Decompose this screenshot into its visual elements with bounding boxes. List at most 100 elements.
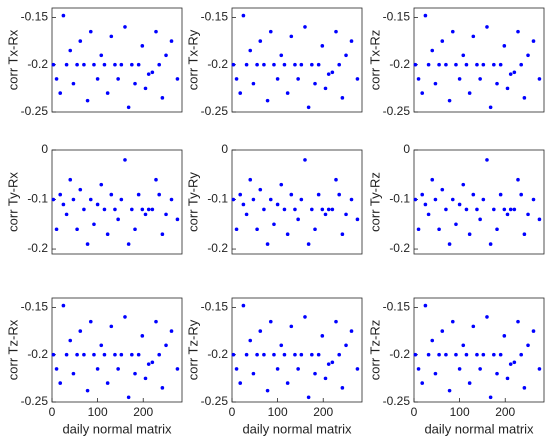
point (508, 72, 513, 76)
point (85, 242, 90, 246)
point (113, 62, 117, 67)
y-tick-label: -0.15 (201, 300, 229, 314)
point (531, 197, 536, 202)
point (454, 222, 458, 227)
point (303, 25, 307, 29)
point (471, 192, 476, 197)
point (464, 352, 469, 357)
point (78, 329, 83, 333)
x-tick-label: 100 (88, 405, 108, 419)
point (444, 352, 448, 357)
point (123, 158, 127, 162)
y-tick-label: -0.1 (207, 192, 228, 206)
point (313, 227, 317, 232)
y-axis-label: corr Tx-Ry (185, 29, 200, 90)
point (160, 232, 165, 236)
point (61, 13, 66, 18)
point (92, 352, 96, 357)
plot-frame (51, 149, 183, 255)
point (310, 62, 314, 67)
point (420, 192, 425, 197)
point (323, 212, 328, 217)
point (447, 388, 452, 393)
point (244, 62, 249, 67)
point (279, 53, 284, 58)
point (126, 395, 131, 400)
point (82, 352, 86, 357)
point (109, 192, 114, 197)
point (157, 352, 161, 357)
point (258, 39, 263, 43)
point (334, 319, 338, 324)
point (275, 77, 280, 81)
point (531, 39, 536, 43)
point (251, 81, 256, 86)
plot-frame (413, 297, 545, 403)
point (340, 96, 345, 100)
plot-frame (413, 7, 545, 113)
point (296, 367, 300, 371)
point (146, 362, 151, 366)
point (293, 207, 297, 212)
point (512, 360, 517, 365)
point (355, 77, 360, 81)
y-tick-label: -0.1 (389, 192, 410, 206)
point (299, 62, 304, 67)
point (296, 217, 300, 222)
point (234, 227, 239, 232)
point (323, 376, 328, 381)
point (231, 352, 236, 357)
point (464, 207, 469, 212)
point (130, 62, 134, 67)
point (457, 367, 462, 371)
point (82, 62, 86, 67)
point (433, 81, 438, 86)
y-axis-label: corr Tz-Ry (185, 319, 200, 380)
point (255, 352, 259, 357)
point (516, 319, 520, 324)
point (150, 70, 155, 75)
point (508, 207, 513, 212)
point (485, 158, 489, 162)
point (85, 98, 90, 103)
x-tick-label: 100 (450, 405, 470, 419)
point (140, 207, 145, 212)
point (68, 48, 73, 53)
point (416, 227, 421, 232)
point (105, 91, 110, 95)
point (123, 25, 127, 29)
point (78, 39, 83, 43)
point (64, 212, 69, 217)
point (169, 197, 174, 202)
point (326, 362, 331, 366)
point (143, 212, 148, 217)
y-tick-label: -0.2 (389, 57, 410, 71)
point (313, 81, 317, 86)
point (526, 212, 530, 217)
point (537, 217, 542, 222)
point (349, 197, 354, 202)
point (157, 62, 161, 67)
point (485, 25, 489, 29)
point (289, 34, 294, 39)
point (457, 77, 462, 81)
point (75, 62, 79, 67)
point (109, 324, 114, 329)
point (433, 197, 438, 202)
point (481, 352, 486, 357)
point (251, 371, 256, 376)
point (495, 371, 499, 376)
y-tick-label: 0 (41, 142, 48, 156)
point (437, 227, 441, 232)
point (481, 62, 486, 67)
point (157, 192, 161, 197)
point (299, 352, 304, 357)
y-tick-label: -0.2 (207, 57, 228, 71)
point (440, 39, 445, 43)
point (478, 77, 482, 81)
point (423, 202, 428, 207)
point (334, 29, 338, 34)
point (488, 242, 493, 246)
point (61, 202, 66, 207)
